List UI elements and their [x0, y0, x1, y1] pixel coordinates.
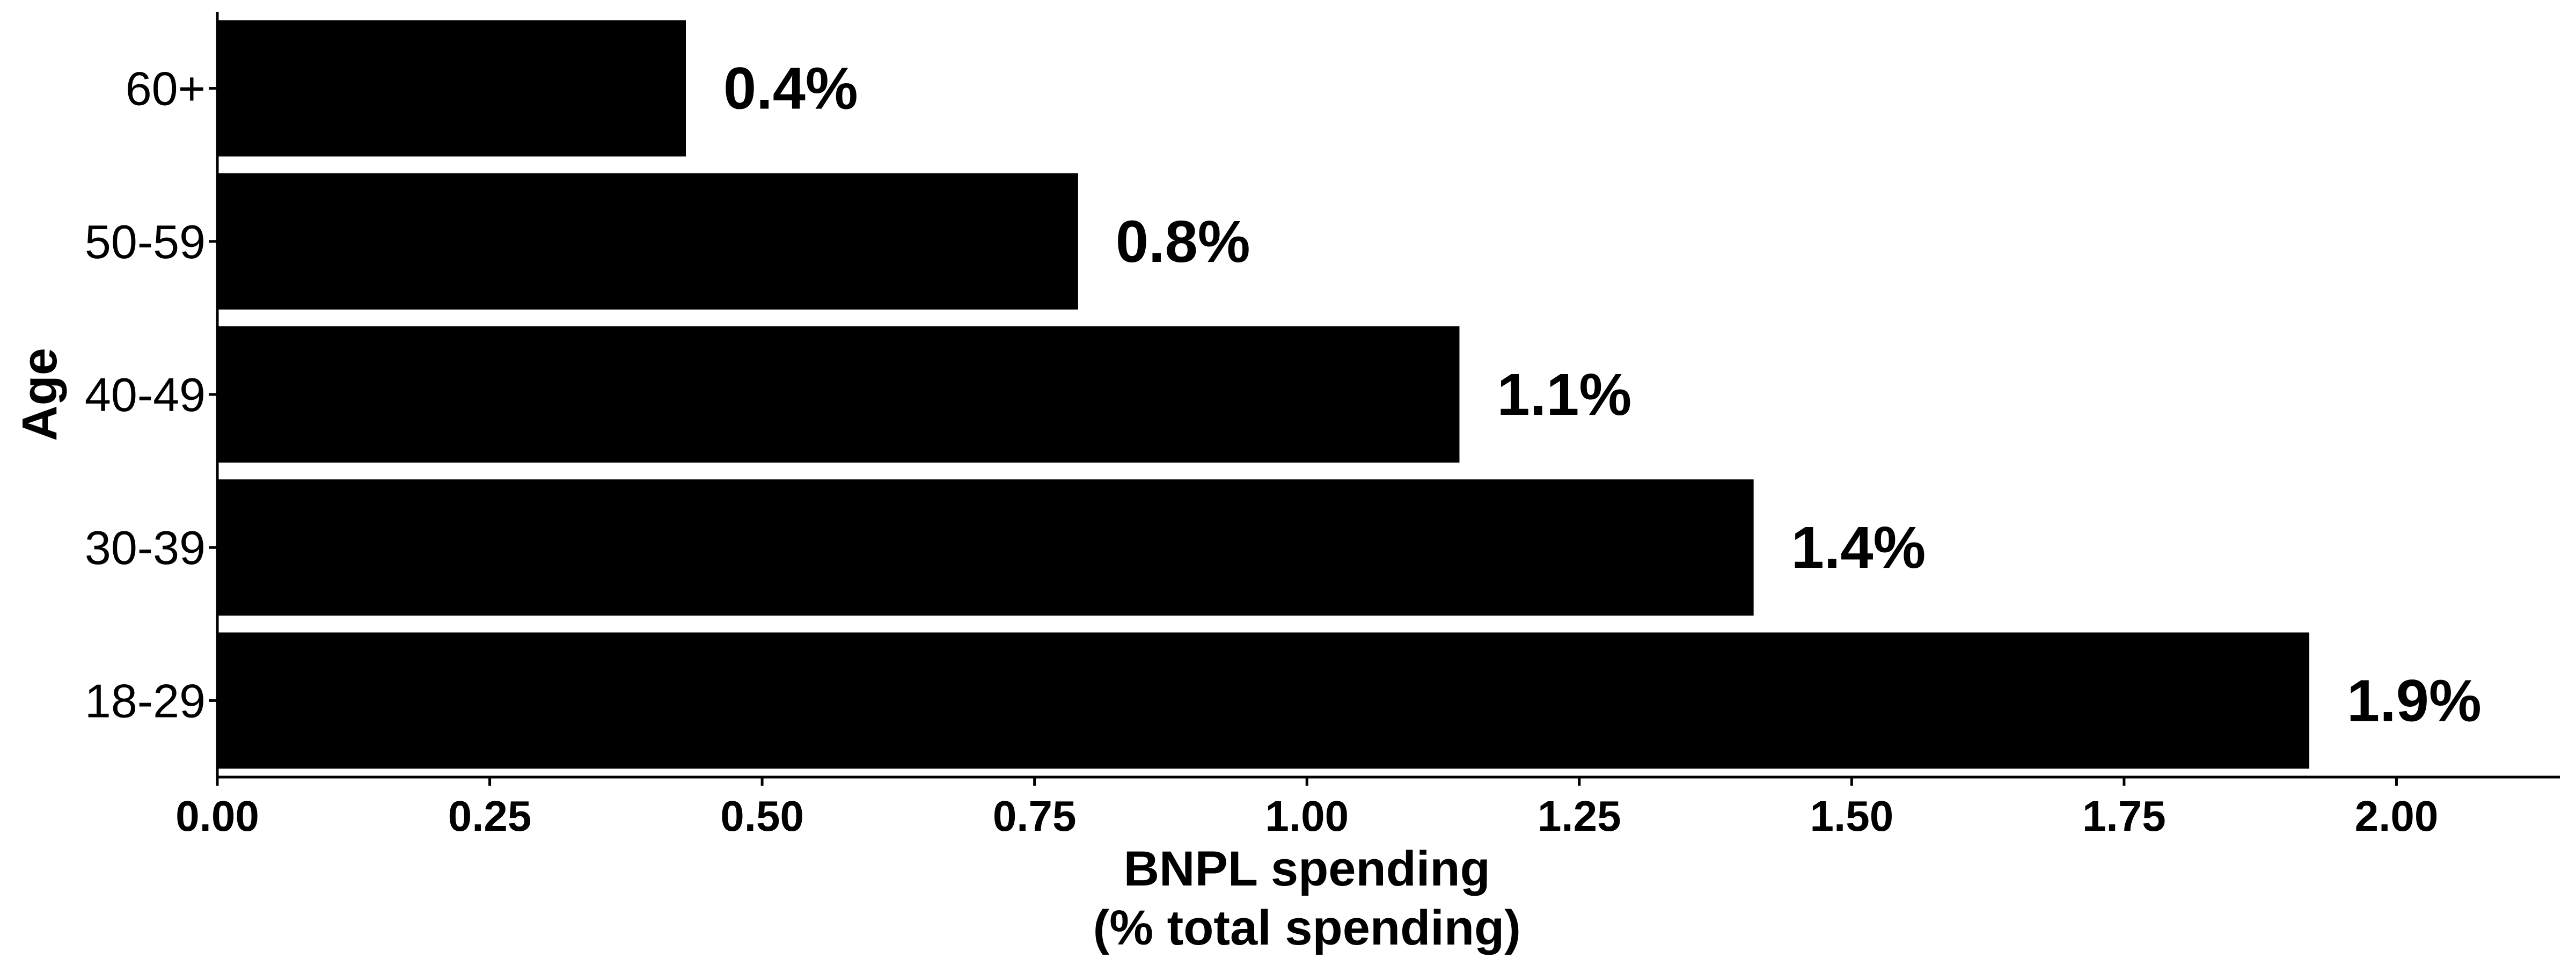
- x-tick-label-1.25: 1.25: [1538, 792, 1621, 840]
- x-tick-label-0.75: 0.75: [993, 792, 1077, 840]
- x-tick-label-2.00: 2.00: [2355, 792, 2439, 840]
- x-tick-label-1.75: 1.75: [2082, 792, 2166, 840]
- x-axis-ticks: 0.00 0.25 0.50 0.75 1.00 1.25 1.50 1.75 2.00: [175, 777, 2438, 840]
- y-tick-label-30-39: 30-39: [85, 521, 206, 574]
- data-label-50-59: 0.8%: [1116, 209, 1250, 275]
- y-tick-label-18-29: 18-29: [85, 674, 206, 727]
- y-tick-label-50-59: 50-59: [85, 215, 206, 268]
- bar-30-39: [217, 479, 1754, 616]
- x-tick-label-0.00: 0.00: [175, 792, 259, 840]
- data-label-18-29: 1.9%: [2347, 668, 2482, 734]
- bar-60+: [217, 20, 686, 157]
- x-tick-label-1.00: 1.00: [1265, 792, 1349, 840]
- bar-18-29: [217, 632, 2310, 769]
- data-label-40-49: 1.1%: [1497, 362, 1631, 428]
- x-tick-label-0.50: 0.50: [720, 792, 804, 840]
- y-axis-ticks: 18-29 30-39 40-49 50-59 60+: [85, 62, 217, 727]
- bars-group: [217, 20, 2310, 769]
- bar-40-49: [217, 326, 1460, 463]
- x-tick-label-1.50: 1.50: [1810, 792, 1893, 840]
- data-label-30-39: 1.4%: [1791, 515, 1926, 581]
- y-axis-title: Age: [12, 348, 67, 441]
- x-tick-label-0.25: 0.25: [448, 792, 532, 840]
- data-labels-group: 1.9% 1.4% 1.1% 0.8% 0.4%: [723, 56, 2482, 734]
- x-axis-title-line-2: (% total spending): [1093, 901, 1521, 955]
- data-label-60+: 0.4%: [723, 56, 858, 122]
- y-tick-label-40-49: 40-49: [85, 368, 206, 421]
- y-tick-label-60+: 60+: [126, 62, 206, 115]
- bar-50-59: [217, 173, 1078, 310]
- x-axis-title-line-1: BNPL spending: [1124, 841, 1490, 896]
